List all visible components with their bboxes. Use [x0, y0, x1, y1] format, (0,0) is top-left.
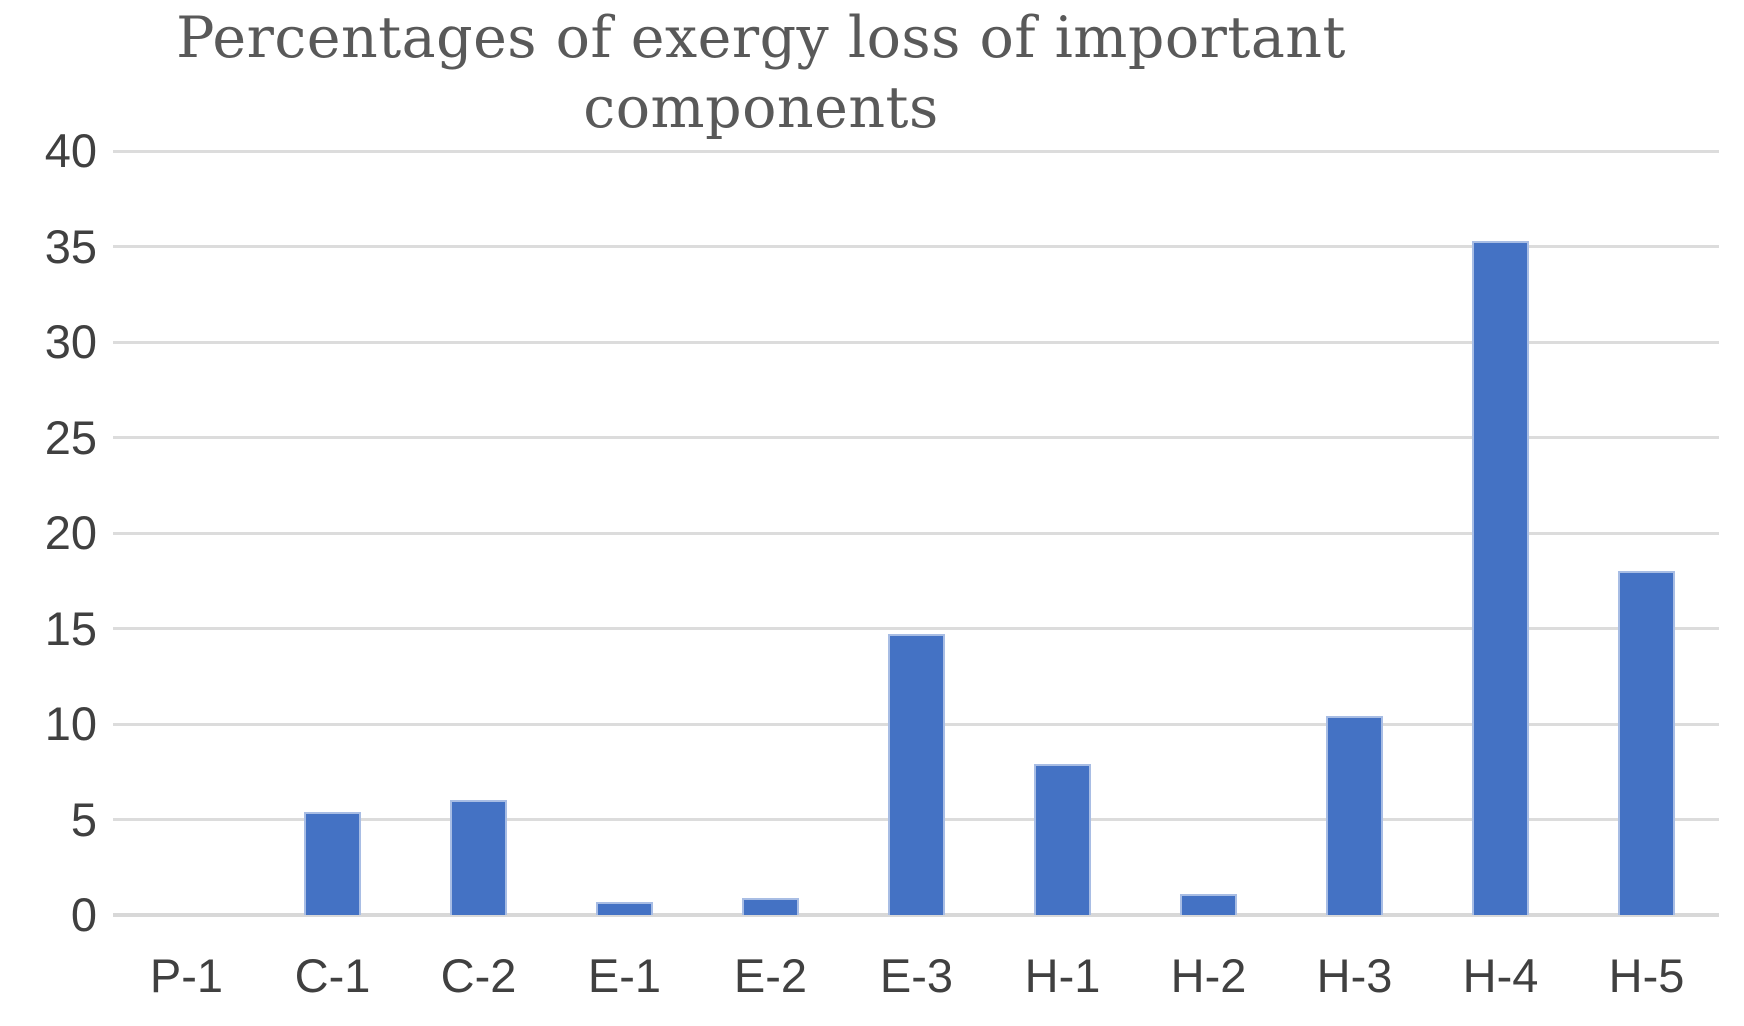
x-tick-label-H-2: H-2: [1170, 949, 1247, 1002]
bar-H-3: [1325, 716, 1383, 915]
x-tick-label-H-4: H-4: [1462, 949, 1539, 1002]
chart-title-line-2: components: [583, 74, 939, 141]
chart-title: Percentages of exergy loss of important …: [113, 4, 1409, 143]
bar-C-2: [449, 800, 507, 915]
y-tick-label-20: 20: [44, 506, 97, 559]
bar-H-5: [1617, 571, 1675, 915]
x-tick-label-E-3: E-3: [879, 949, 954, 1002]
x-tick-label-E-1: E-1: [587, 949, 662, 1002]
x-tick-label-H-3: H-3: [1316, 949, 1393, 1002]
gridline-y-25: [113, 436, 1719, 439]
bar-E-3: [887, 634, 945, 915]
gridline-y-20: [113, 531, 1719, 535]
gridline-y-40: [113, 149, 1719, 153]
x-tick-label-P-1: P-1: [149, 949, 224, 1002]
bar-H-2: [1179, 894, 1237, 915]
plot-area: [113, 149, 1719, 917]
bar-E-1: [595, 901, 653, 915]
gridline-y-0: [113, 913, 1719, 917]
x-tick-label-C-2: C-2: [440, 949, 517, 1002]
y-tick-label-40: 40: [44, 124, 97, 177]
bar-H-1: [1033, 764, 1091, 915]
y-tick-label-30: 30: [44, 315, 97, 368]
y-tick-label-0: 0: [70, 888, 97, 941]
y-tick-label-15: 15: [44, 601, 97, 655]
gridline-y-35: [113, 245, 1719, 248]
bar-E-2: [741, 897, 799, 915]
x-tick-label-H-5: H-5: [1608, 949, 1685, 1002]
bar-C-1: [303, 811, 361, 915]
y-tick-label-10: 10: [44, 697, 97, 750]
x-tick-label-E-2: E-2: [733, 949, 808, 1002]
gridline-y-15: [113, 627, 1719, 630]
chart-title-line-1: Percentages of exergy loss of important: [176, 5, 1346, 71]
y-tick-label-25: 25: [44, 410, 97, 464]
bar-H-4: [1471, 240, 1529, 915]
y-tick-label-35: 35: [44, 219, 97, 273]
x-tick-label-H-1: H-1: [1024, 949, 1101, 1002]
y-tick-label-5: 5: [70, 792, 97, 846]
x-tick-label-C-1: C-1: [294, 949, 371, 1002]
gridline-y-30: [113, 340, 1719, 344]
